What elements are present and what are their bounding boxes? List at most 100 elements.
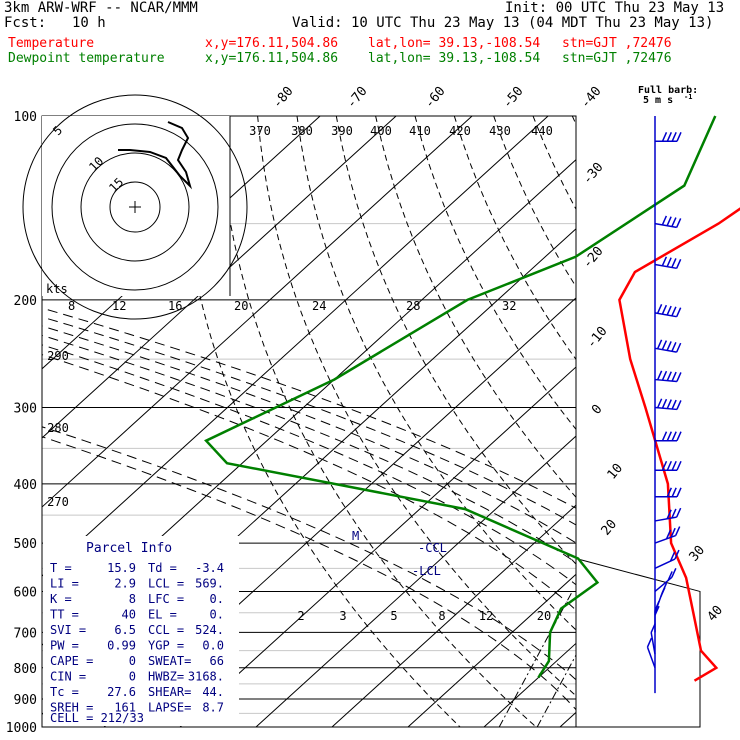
parcel-row-label: Tc = [50, 685, 79, 699]
parcel-row-value2: 569. [195, 577, 224, 591]
wind-barb-flag [646, 637, 653, 648]
parcel-row-value2: 0. [210, 608, 224, 622]
wind-barb [654, 304, 682, 318]
temperature-legend-xy: x,y=176.11,504.86 [205, 36, 339, 51]
mixing-ratio-line [498, 591, 573, 727]
parcel-row-label: CIN = [50, 670, 86, 684]
wind-barb-flag [674, 549, 680, 560]
wind-barb [655, 460, 682, 471]
wind-barb-flag [676, 460, 682, 471]
pressure-label: 300 [14, 402, 37, 417]
wind-barb-flag [671, 460, 677, 471]
isotherm-line [42, 116, 397, 439]
moist-adiabat [42, 426, 576, 681]
dewpoint-legend-stn: stn=GJT ,72476 [562, 51, 672, 66]
wind-barb-flag [666, 509, 672, 520]
wind-barb-shaft [646, 646, 656, 669]
temperature-legend-label: Temperature [8, 36, 95, 51]
hodo-speed-label: 20 [234, 299, 248, 313]
isotherm-label-right: -10 [584, 324, 611, 352]
parcel-row-value: 0 [129, 670, 136, 684]
full-barb-label: Full barb: [638, 85, 698, 96]
hodo-speed-label: 24 [312, 299, 326, 313]
isotherm-line [255, 435, 576, 727]
wind-barb-shaft [654, 406, 677, 411]
parcel-row-value: 27.6 [107, 685, 136, 699]
dewpoint-legend-latlon: lat,lon= 39.13,-108.54 [368, 51, 541, 66]
wind-barb-shaft [650, 632, 656, 655]
wind-barb-flag [675, 218, 682, 228]
wind-barb-flag [671, 487, 677, 498]
theta-label: 390 [331, 124, 353, 138]
parcel-row-label: PW = [50, 639, 79, 653]
wind-barb-flag [666, 305, 672, 316]
parcel-row-label: K = [50, 592, 72, 606]
theta-label: 400 [370, 124, 392, 138]
wind-barb [655, 487, 682, 498]
moist-adiabat [42, 325, 576, 544]
wind-barb-flag [661, 256, 668, 267]
wind-barb-flag [666, 257, 672, 267]
dry-adiabat [375, 116, 576, 498]
wind-barb-flag [661, 304, 668, 315]
wind-barb-flag [661, 215, 668, 226]
moist-adiabat [42, 354, 576, 611]
mixing-ratio-label: 8 [438, 609, 445, 623]
dry-adiabat [493, 116, 576, 288]
hodograph-bg [42, 116, 230, 296]
theta-label: 370 [249, 124, 271, 138]
isotherm-line [42, 116, 549, 577]
isotherm-label-top: -60 [422, 84, 449, 112]
parcel-row-value2: 0. [210, 592, 224, 606]
wind-barb-flag [661, 460, 668, 471]
parcel-row-value2: 66 [210, 654, 224, 668]
wind-barb-flag [676, 487, 682, 498]
parcel-row-value: 161 [114, 701, 136, 715]
wind-barb [654, 568, 677, 593]
wind-barb-flag [666, 131, 673, 142]
isotherm-label-top: -50 [500, 84, 527, 112]
wind-barb-flag [671, 508, 677, 519]
parcel-row-label: CAPE = [50, 654, 93, 668]
wind-barb-flag [671, 217, 677, 227]
wind-barb [654, 370, 682, 383]
isotherm-label-right: 30 [687, 543, 709, 565]
dry-adiabat [532, 116, 576, 211]
wind-barb-flag [671, 431, 677, 442]
isotherm-line [483, 642, 576, 727]
pressure-label: 500 [14, 537, 37, 552]
dry-adiabat [571, 116, 576, 126]
parcel-cell: CELL = 212/33 [50, 711, 144, 725]
wind-barb [655, 131, 682, 143]
dewpoint-legend-label: Dewpoint temperature [8, 51, 165, 66]
isotherm-label-right: 10 [605, 461, 627, 483]
mixing-ratio-label: 12 [479, 609, 493, 623]
ccl-marker: -CCL [418, 541, 447, 555]
dry-adiabat [296, 116, 576, 631]
parcel-info-title: Parcel Info [86, 541, 172, 556]
temperature-legend-stn: stn=GJT ,72476 [562, 36, 672, 51]
moist-adiabat [42, 307, 576, 509]
parcel-row-value2: 0.0 [202, 639, 224, 653]
wind-barb [654, 601, 660, 633]
hodo-speed-label: 16 [168, 299, 182, 313]
dewpoint-legend-xy: x,y=176.11,504.86 [205, 51, 339, 66]
hodograph-ring [22, 94, 248, 320]
wind-barb-flag [665, 529, 672, 540]
wind-barb-shaft [654, 347, 677, 353]
parcel-row-label2: LFC = [148, 592, 184, 606]
parcel-row-label2: LCL = [148, 577, 184, 591]
valid-time: Valid: 10 UTC Thu 23 May 13 (04 MDT Thu … [292, 15, 714, 31]
moist-adiabat [42, 334, 576, 564]
isotherm-line [331, 504, 576, 727]
wind-barb [654, 507, 682, 522]
model-title: 3km ARW-WRF -- NCAR/MMM [4, 0, 198, 16]
profile-lines [204, 115, 740, 682]
theta-label-left: 290 [47, 349, 69, 363]
pressure-label: 100 [14, 110, 37, 125]
grid-layer [41, 115, 701, 728]
parcel-row-label2: CCL = [148, 623, 184, 637]
parcel-row-value: 40 [122, 608, 136, 622]
wind-barb [655, 431, 682, 442]
